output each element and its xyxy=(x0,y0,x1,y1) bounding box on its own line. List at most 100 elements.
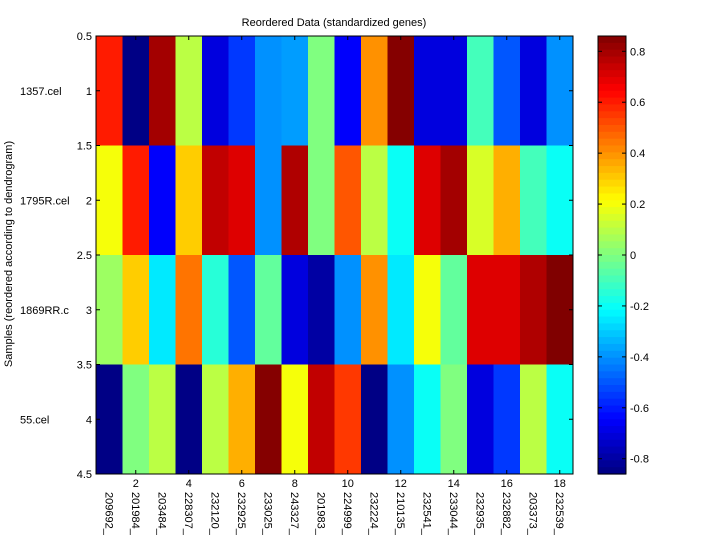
x-tick-label: 2 xyxy=(133,478,139,490)
heatmap-cell xyxy=(149,36,176,146)
colorbar-segment xyxy=(598,261,626,270)
column-label: 210135_ xyxy=(394,492,406,536)
heatmap-cell xyxy=(308,364,335,475)
colorbar-tick-label: -0.6 xyxy=(630,403,649,415)
column-label: 203484_ xyxy=(155,492,167,536)
heatmap-cell xyxy=(361,36,388,146)
heatmap-cell xyxy=(414,255,441,365)
y-tick-label: 3.5 xyxy=(77,360,92,372)
colorbar-tick-label: 0 xyxy=(630,250,636,262)
colorbar-segment xyxy=(598,364,626,372)
colorbar-segment xyxy=(598,63,626,71)
chart-title: Reordered Data (standardized genes) xyxy=(242,17,427,29)
heatmap-cell xyxy=(149,255,176,365)
heatmap-cell xyxy=(493,145,521,256)
heatmap-cell xyxy=(467,255,494,365)
heatmap-cell xyxy=(520,255,547,365)
colorbar-segment xyxy=(598,405,626,414)
colorbar-tick-label: -0.2 xyxy=(630,301,649,313)
colorbar-segment xyxy=(598,36,626,44)
y-tick-label: 2.5 xyxy=(77,250,92,262)
colorbar-segment xyxy=(598,460,626,468)
heatmap-cell xyxy=(175,36,203,146)
heatmap-cell xyxy=(149,364,176,475)
column-label: 201984_ xyxy=(129,492,141,536)
colorbar-segment xyxy=(598,248,626,256)
colorbar-tick-label: 0.8 xyxy=(630,46,645,58)
heatmap-cell xyxy=(281,364,309,475)
x-tick-label: 16 xyxy=(501,478,513,490)
y-axis-label: Samples (reordered according to dendrogr… xyxy=(3,141,15,367)
column-label: 232882_ xyxy=(500,492,512,536)
heatmap-cell xyxy=(255,36,282,146)
colorbar-segment xyxy=(598,90,626,99)
heatmap-cell xyxy=(493,36,521,146)
colorbar-segment xyxy=(598,289,626,297)
heatmap-cell xyxy=(414,145,441,256)
y-tick-label: 0.5 xyxy=(77,31,92,43)
colorbar-segment xyxy=(598,56,626,64)
colorbar-segment xyxy=(598,213,626,222)
heatmap-cell xyxy=(520,145,547,256)
heatmap-cell xyxy=(122,145,150,256)
colorbar-segment xyxy=(598,104,626,112)
colorbar-tick-label: 0.2 xyxy=(630,199,645,211)
colorbar-segment xyxy=(598,42,626,51)
row-label: 1795R.cel xyxy=(20,195,70,207)
heatmap-cell xyxy=(467,145,494,256)
colorbar-segment xyxy=(598,131,626,140)
heatmap-cell xyxy=(334,36,362,146)
column-label: 233044_ xyxy=(447,492,459,536)
y-tick-label: 4.5 xyxy=(77,469,92,481)
heatmap-cell xyxy=(387,36,415,146)
heatmap-cell xyxy=(440,145,468,256)
heatmap-cell xyxy=(122,36,150,146)
heatmap-cell xyxy=(493,255,521,365)
colorbar-tick-label: -0.8 xyxy=(630,454,649,466)
column-label: 232925_ xyxy=(235,492,247,536)
colorbar-segment xyxy=(598,268,626,277)
heatmap-cell xyxy=(387,255,415,365)
row-label: 55.cel xyxy=(20,414,49,426)
column-label: 228307_ xyxy=(182,492,194,536)
colorbar-segment xyxy=(598,207,626,215)
heatmap-cell xyxy=(175,364,203,475)
heatmap-cell xyxy=(361,255,388,365)
colorbar-segment xyxy=(598,172,626,181)
colorbar-segment xyxy=(598,412,626,420)
heatmap-cell xyxy=(122,255,150,365)
heatmap-cell xyxy=(308,36,335,146)
heatmap-cell xyxy=(228,36,256,146)
heatmap-cell xyxy=(281,145,309,256)
colorbar-segment xyxy=(598,337,626,345)
y-tick-label: 2 xyxy=(86,195,92,207)
heatmap-cell xyxy=(467,36,494,146)
heatmap-cell xyxy=(175,255,203,365)
heatmap-cell xyxy=(334,364,362,475)
colorbar-segment xyxy=(598,234,626,242)
heatmap-cell xyxy=(440,255,468,365)
colorbar-segment xyxy=(598,138,626,147)
heatmap-cell xyxy=(202,364,229,475)
column-label: 201983_ xyxy=(314,492,326,536)
colorbar-segment xyxy=(598,453,626,461)
y-tick-label: 1.5 xyxy=(77,141,92,153)
heatmap-cell xyxy=(440,364,468,475)
colorbar-segment xyxy=(598,426,626,434)
colorbar-segment xyxy=(598,282,626,290)
heatmap-cell xyxy=(96,255,123,365)
column-label: 243327_ xyxy=(288,492,300,536)
heatmap-cell xyxy=(96,36,123,146)
colorbar-segment xyxy=(598,111,626,119)
column-label: 209692_ xyxy=(102,492,114,536)
column-label: 203373_ xyxy=(526,492,538,536)
heatmap-cell xyxy=(308,255,335,365)
column-label: 232120_ xyxy=(208,492,220,536)
colorbar-segment xyxy=(598,316,626,325)
y-tick-label: 3 xyxy=(86,305,92,317)
colorbar-segment xyxy=(598,166,626,174)
colorbar-segment xyxy=(598,302,626,311)
heatmap-cell xyxy=(308,145,335,256)
colorbar-segment xyxy=(598,159,626,167)
